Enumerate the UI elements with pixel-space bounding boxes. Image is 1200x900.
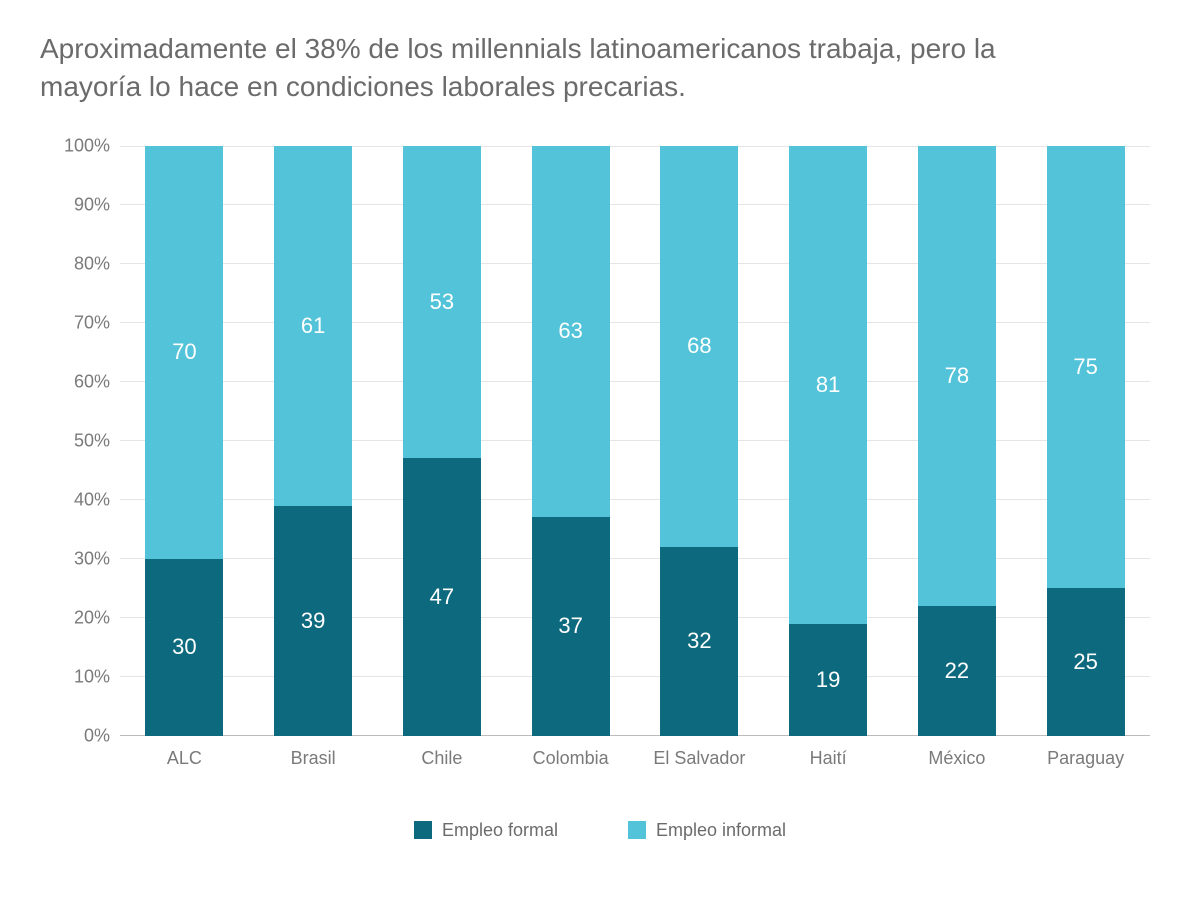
x-tick-label: Colombia xyxy=(533,748,609,769)
x-tick-label: Chile xyxy=(421,748,462,769)
bar-segment: 63 xyxy=(532,146,610,518)
bar-stack: 3268 xyxy=(660,146,738,736)
y-tick-label: 0% xyxy=(50,725,110,746)
bar-segment: 75 xyxy=(1047,146,1125,589)
bar-segment: 61 xyxy=(274,146,352,506)
bar-column: 4753Chile xyxy=(378,146,507,736)
bar-column: 3961Brasil xyxy=(249,146,378,736)
bar-column: 3268El Salvador xyxy=(635,146,764,736)
bar-stack: 3070 xyxy=(145,146,223,736)
chart-area: 0%10%20%30%40%50%60%70%80%90%100% 3070AL… xyxy=(50,146,1150,786)
bar-column: 3070ALC xyxy=(120,146,249,736)
bar-stack: 3763 xyxy=(532,146,610,736)
x-tick-label: Brasil xyxy=(291,748,336,769)
bar-segment: 32 xyxy=(660,547,738,736)
bar-segment: 22 xyxy=(918,606,996,736)
y-tick-label: 50% xyxy=(50,430,110,451)
y-tick-label: 20% xyxy=(50,607,110,628)
y-tick-label: 70% xyxy=(50,312,110,333)
bar-column: 2278México xyxy=(893,146,1022,736)
bar-column: 1981Haití xyxy=(764,146,893,736)
bar-container: 3070ALC3961Brasil4753Chile3763Colombia32… xyxy=(120,146,1150,736)
legend-item: Empleo informal xyxy=(628,820,786,841)
bar-stack: 1981 xyxy=(789,146,867,736)
y-tick-label: 40% xyxy=(50,489,110,510)
legend-label: Empleo formal xyxy=(442,820,558,841)
bar-segment: 47 xyxy=(403,458,481,735)
legend-label: Empleo informal xyxy=(656,820,786,841)
bar-segment: 70 xyxy=(145,146,223,559)
bar-stack: 3961 xyxy=(274,146,352,736)
x-tick-label: El Salvador xyxy=(653,748,745,769)
legend-swatch xyxy=(414,821,432,839)
y-tick-label: 80% xyxy=(50,253,110,274)
bar-segment: 39 xyxy=(274,506,352,736)
bar-column: 2575Paraguay xyxy=(1021,146,1150,736)
y-tick-label: 90% xyxy=(50,194,110,215)
bar-stack: 2278 xyxy=(918,146,996,736)
bar-stack: 2575 xyxy=(1047,146,1125,736)
bar-segment: 68 xyxy=(660,146,738,547)
bar-segment: 19 xyxy=(789,624,867,736)
x-tick-label: ALC xyxy=(167,748,202,769)
bar-segment: 37 xyxy=(532,517,610,735)
y-tick-label: 30% xyxy=(50,548,110,569)
legend-swatch xyxy=(628,821,646,839)
x-tick-label: Paraguay xyxy=(1047,748,1124,769)
bar-segment: 25 xyxy=(1047,588,1125,736)
bar-stack: 4753 xyxy=(403,146,481,736)
y-tick-label: 10% xyxy=(50,666,110,687)
legend-item: Empleo formal xyxy=(414,820,558,841)
bar-segment: 30 xyxy=(145,559,223,736)
bar-segment: 53 xyxy=(403,146,481,459)
y-tick-label: 60% xyxy=(50,371,110,392)
bar-segment: 78 xyxy=(918,146,996,606)
bar-column: 3763Colombia xyxy=(506,146,635,736)
bar-segment: 81 xyxy=(789,146,867,624)
chart-title: Aproximadamente el 38% de los millennial… xyxy=(40,30,1090,106)
legend: Empleo formal Empleo informal xyxy=(40,820,1160,841)
y-tick-label: 100% xyxy=(50,135,110,156)
x-tick-label: Haití xyxy=(810,748,847,769)
x-tick-label: México xyxy=(928,748,985,769)
